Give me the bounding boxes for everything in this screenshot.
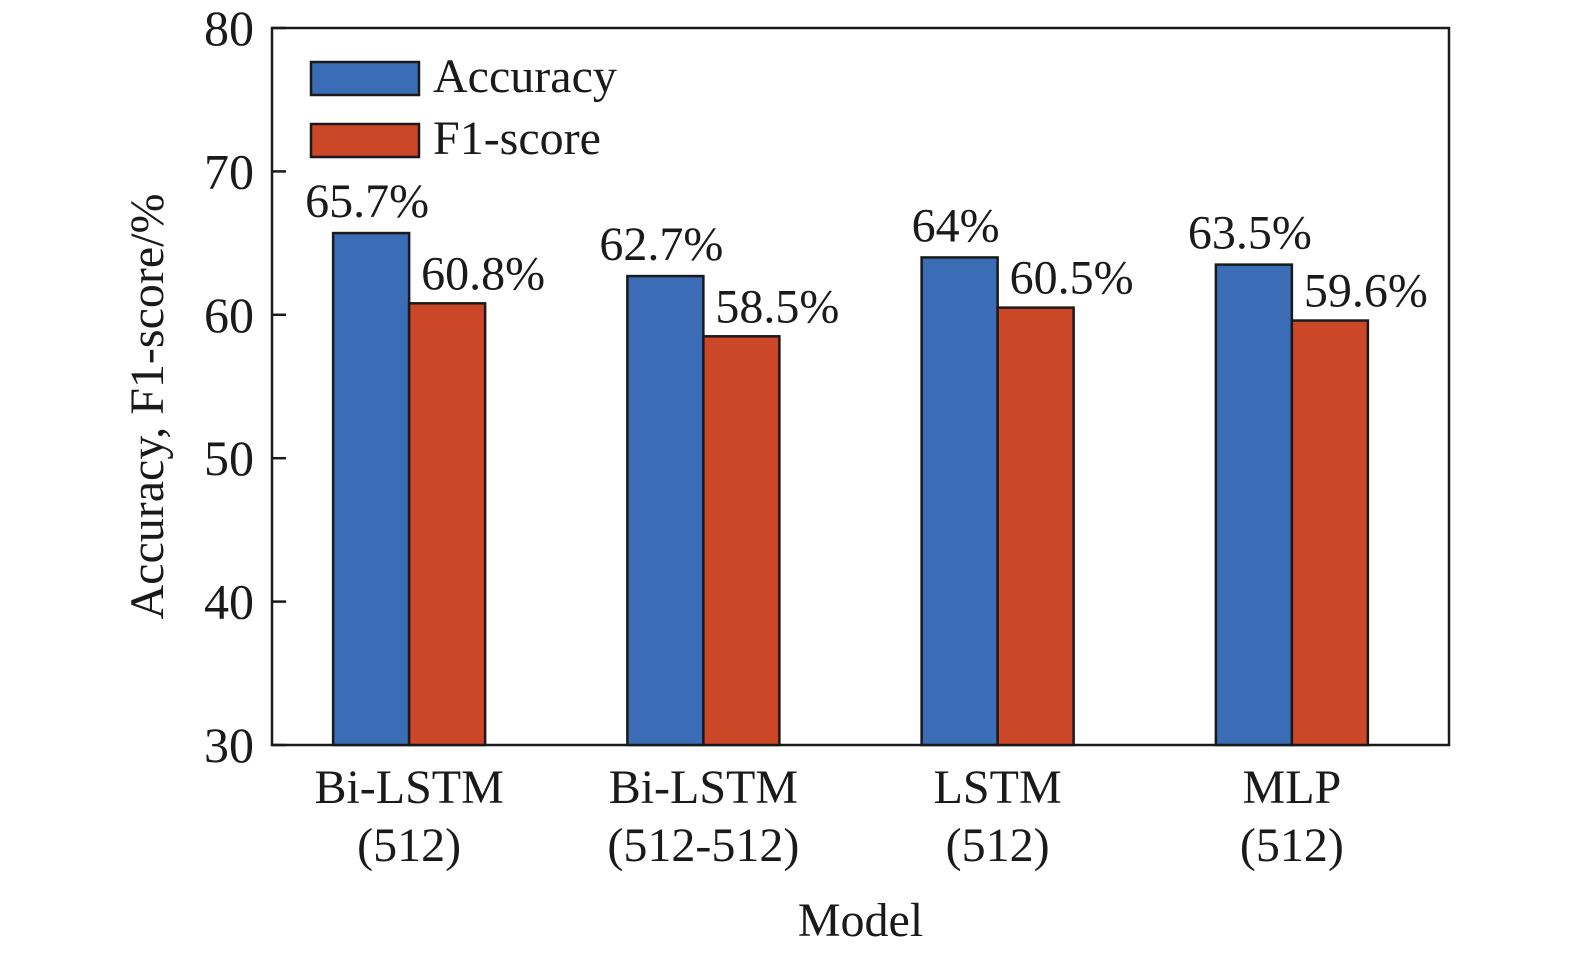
bar-accuracy bbox=[626, 274, 705, 747]
y-tick-label: 80 bbox=[204, 0, 254, 56]
bar-f1-score bbox=[702, 335, 781, 747]
x-tick-label-line: Bi-LSTM bbox=[609, 761, 798, 814]
data-label-f1-score: 60.8% bbox=[421, 247, 545, 300]
y-tick-label: 60 bbox=[204, 287, 254, 343]
bars bbox=[331, 231, 1370, 747]
x-tick-label-line: (512) bbox=[1240, 819, 1344, 872]
data-label-accuracy: 64% bbox=[912, 199, 1000, 252]
bar-f1-score bbox=[407, 302, 487, 747]
x-tick-label: Bi-LSTM (512-512) bbox=[607, 761, 799, 872]
data-label-accuracy: 65.7% bbox=[305, 175, 429, 228]
x-tick-label: Bi-LSTM (512) bbox=[314, 761, 503, 872]
y-tick-label: 70 bbox=[204, 143, 254, 199]
x-tick-label: LSTM (512) bbox=[934, 761, 1062, 872]
bar-f1-score bbox=[996, 306, 1075, 747]
y-axis-title: Accuracy, F1-score/% bbox=[121, 193, 174, 619]
legend: Accuracy F1-score bbox=[309, 50, 617, 165]
bar-accuracy bbox=[920, 256, 999, 747]
data-label-f1-score: 58.5% bbox=[715, 280, 839, 333]
x-tick-label: MLP (512) bbox=[1240, 761, 1344, 872]
legend-swatch-accuracy bbox=[309, 60, 421, 97]
x-tick-label-line: (512) bbox=[357, 819, 461, 872]
plot-frame bbox=[270, 26, 1451, 747]
bar-f1-score bbox=[1290, 319, 1370, 747]
y-axis: 30 40 50 60 70 80 bbox=[204, 0, 286, 773]
y-tick-label: 50 bbox=[204, 430, 254, 486]
x-axis: Bi-LSTM (512)Bi-LSTM (512-512)LSTM (512)MLP… bbox=[314, 761, 1343, 872]
x-tick-label-line: LSTM bbox=[934, 761, 1062, 814]
bar-accuracy bbox=[1214, 263, 1294, 747]
x-tick-label-line: Bi-LSTM bbox=[314, 761, 503, 814]
plot-area bbox=[270, 26, 1451, 747]
data-label-f1-score: 60.5% bbox=[1010, 252, 1134, 305]
legend-label-f1-score: F1-score bbox=[433, 112, 601, 165]
data-labels: 65.7% 60.8% 62.7% 58.5% 64%60.5% 63.5%59.6% bbox=[305, 175, 1428, 333]
y-tick-label: 30 bbox=[204, 717, 254, 773]
data-label-accuracy: 62.7% bbox=[599, 218, 723, 271]
x-tick-label-line: (512) bbox=[946, 819, 1050, 872]
data-label-f1-score: 59.6% bbox=[1304, 265, 1428, 318]
legend-label-accuracy: Accuracy bbox=[433, 50, 617, 103]
x-tick-label-line: (512-512) bbox=[607, 819, 799, 872]
legend-swatch-f1-score bbox=[309, 122, 421, 159]
data-label-accuracy: 63.5% bbox=[1188, 207, 1312, 260]
x-axis-title: Model bbox=[798, 894, 923, 947]
bar-accuracy bbox=[331, 231, 411, 747]
x-tick-label-line: MLP bbox=[1243, 761, 1342, 814]
y-tick-label: 40 bbox=[204, 574, 254, 630]
